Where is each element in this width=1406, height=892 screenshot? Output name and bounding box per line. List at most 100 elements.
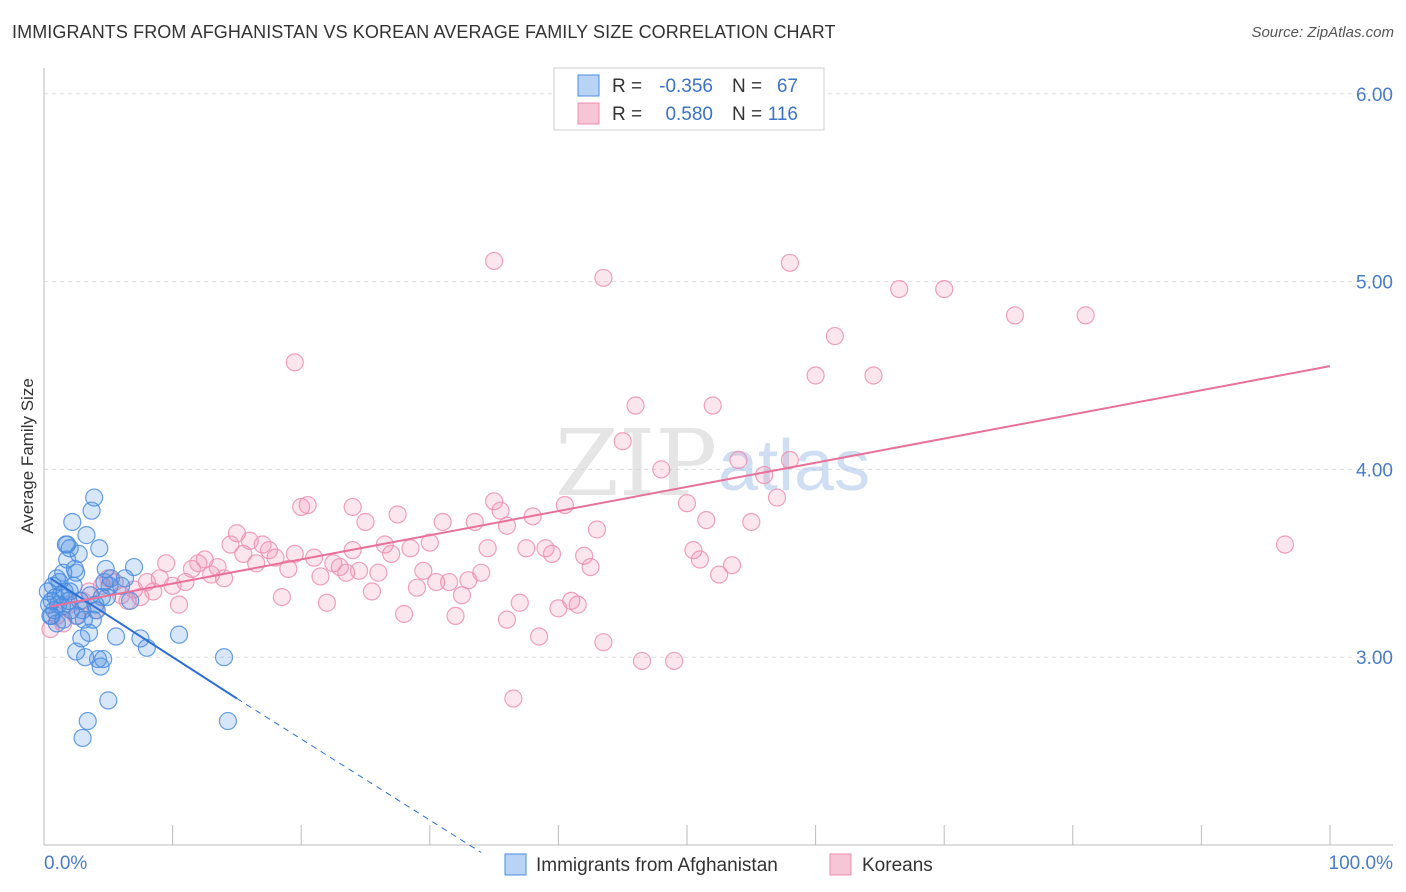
afghanistan-point bbox=[218, 711, 237, 731]
korean-point bbox=[369, 563, 388, 582]
korean-point bbox=[677, 494, 697, 513]
korean-point bbox=[935, 279, 954, 299]
watermark-zip: ZIP bbox=[555, 410, 717, 517]
afghanistan-point bbox=[85, 488, 104, 507]
korean-point bbox=[504, 689, 523, 708]
korean-point bbox=[864, 366, 883, 385]
series-legend: Immigrants from Afghanistan Koreans bbox=[504, 853, 933, 876]
legend-swatch-pink bbox=[577, 102, 600, 125]
afghanistan-point bbox=[99, 691, 118, 710]
korean-point bbox=[388, 505, 407, 524]
afghanistan-point bbox=[106, 627, 126, 646]
afghanistan-point bbox=[124, 557, 144, 577]
x-tick-max: 100.0% bbox=[1329, 853, 1394, 874]
korean-point bbox=[729, 450, 748, 470]
korean-point bbox=[510, 593, 529, 612]
korean-point bbox=[517, 539, 536, 558]
afghanistan-point bbox=[58, 550, 77, 569]
afghanistan-point bbox=[96, 559, 115, 579]
korean-point bbox=[665, 651, 684, 671]
afghanistan-point bbox=[73, 728, 92, 748]
series-legend-afghanistan: Immigrants from Afghanistan bbox=[536, 855, 778, 876]
korean-point bbox=[285, 544, 304, 564]
korean-point bbox=[690, 550, 709, 569]
korean-point bbox=[394, 604, 414, 624]
korean-point bbox=[259, 541, 279, 560]
korean-point bbox=[626, 396, 645, 415]
korean-point bbox=[1076, 306, 1095, 325]
korean-point bbox=[272, 587, 292, 607]
afghanistan-point bbox=[77, 526, 96, 545]
korean-point bbox=[542, 544, 562, 564]
korean-point bbox=[587, 520, 607, 539]
y-tick-label: 4.00 bbox=[1356, 460, 1393, 481]
legend-r-value-1: -0.356 bbox=[659, 76, 713, 97]
afghanistan-point bbox=[121, 591, 140, 610]
afghanistan-point bbox=[101, 569, 120, 588]
legend-n-label-1: N = bbox=[732, 76, 762, 97]
korean-point bbox=[497, 610, 517, 629]
afghanistan-point bbox=[169, 625, 189, 644]
y-tick-labels: 3.00 4.00 5.00 6.00 bbox=[1356, 85, 1393, 669]
korean-point bbox=[420, 533, 439, 552]
stats-legend: R = -0.356 N = 67 R = 0.580 N = 116 bbox=[553, 67, 825, 131]
legend-n-value-1: 67 bbox=[777, 76, 798, 97]
korean-point bbox=[581, 557, 600, 577]
korean-point bbox=[452, 586, 472, 605]
korean-point bbox=[722, 556, 742, 575]
korean-point bbox=[382, 544, 401, 564]
afghanistan-point bbox=[67, 563, 86, 582]
korean-point bbox=[317, 593, 337, 612]
korean-point bbox=[221, 535, 240, 554]
afghanistan-point bbox=[94, 649, 113, 669]
series-legend-swatch-pink bbox=[829, 853, 852, 876]
korean-point bbox=[710, 565, 729, 584]
chart-title: IMMIGRANTS FROM AFGHANISTAN VS KOREAN AV… bbox=[12, 22, 836, 42]
korean-point bbox=[356, 512, 375, 532]
korean-point bbox=[407, 578, 427, 597]
afghanistan-point bbox=[78, 711, 97, 731]
korean-point bbox=[890, 279, 909, 299]
korean-point bbox=[414, 561, 433, 580]
korean-point bbox=[684, 541, 703, 560]
afghanistan-trend-line bbox=[49, 577, 238, 700]
korean-point bbox=[433, 512, 452, 532]
korean-point bbox=[266, 548, 285, 567]
korean-point bbox=[767, 488, 787, 507]
source-label: Source: ZipAtlas.com bbox=[1251, 24, 1394, 41]
legend-swatch-blue bbox=[577, 74, 600, 97]
korean-point bbox=[439, 572, 459, 592]
legend-n-label-2: N = bbox=[732, 104, 762, 125]
korean-point bbox=[485, 251, 504, 271]
korean-point bbox=[485, 492, 504, 511]
series-legend-swatch-blue bbox=[504, 853, 527, 876]
afghanistan-point bbox=[54, 610, 73, 629]
x-tick-min: 0.0% bbox=[44, 853, 87, 874]
afghanistan-point bbox=[42, 606, 61, 625]
korean-point bbox=[292, 497, 311, 517]
korean-point bbox=[697, 510, 716, 530]
korean-point bbox=[613, 432, 632, 451]
korean-point bbox=[298, 495, 317, 515]
korean-point bbox=[491, 501, 510, 520]
afghanistan-points bbox=[38, 488, 237, 748]
y-tick-label: 3.00 bbox=[1356, 648, 1393, 669]
korean-point bbox=[575, 546, 594, 565]
series-legend-koreans: Koreans bbox=[862, 855, 933, 876]
korean-point bbox=[285, 353, 304, 372]
afghanistan-point bbox=[214, 648, 234, 667]
afghanistan-point bbox=[90, 539, 109, 558]
legend-r-value-2: 0.580 bbox=[665, 104, 713, 125]
korean-point bbox=[806, 366, 825, 385]
korean-point bbox=[568, 595, 587, 614]
afghanistan-point bbox=[137, 638, 156, 657]
korean-point bbox=[632, 651, 652, 671]
legend-n-value-2: 116 bbox=[768, 104, 798, 125]
korean-point bbox=[157, 554, 176, 573]
afghanistan-point bbox=[58, 535, 77, 554]
korean-point bbox=[1005, 306, 1025, 325]
legend-r-label-1: R = bbox=[612, 76, 642, 97]
korean-point bbox=[825, 326, 844, 346]
korean-point bbox=[279, 559, 298, 579]
